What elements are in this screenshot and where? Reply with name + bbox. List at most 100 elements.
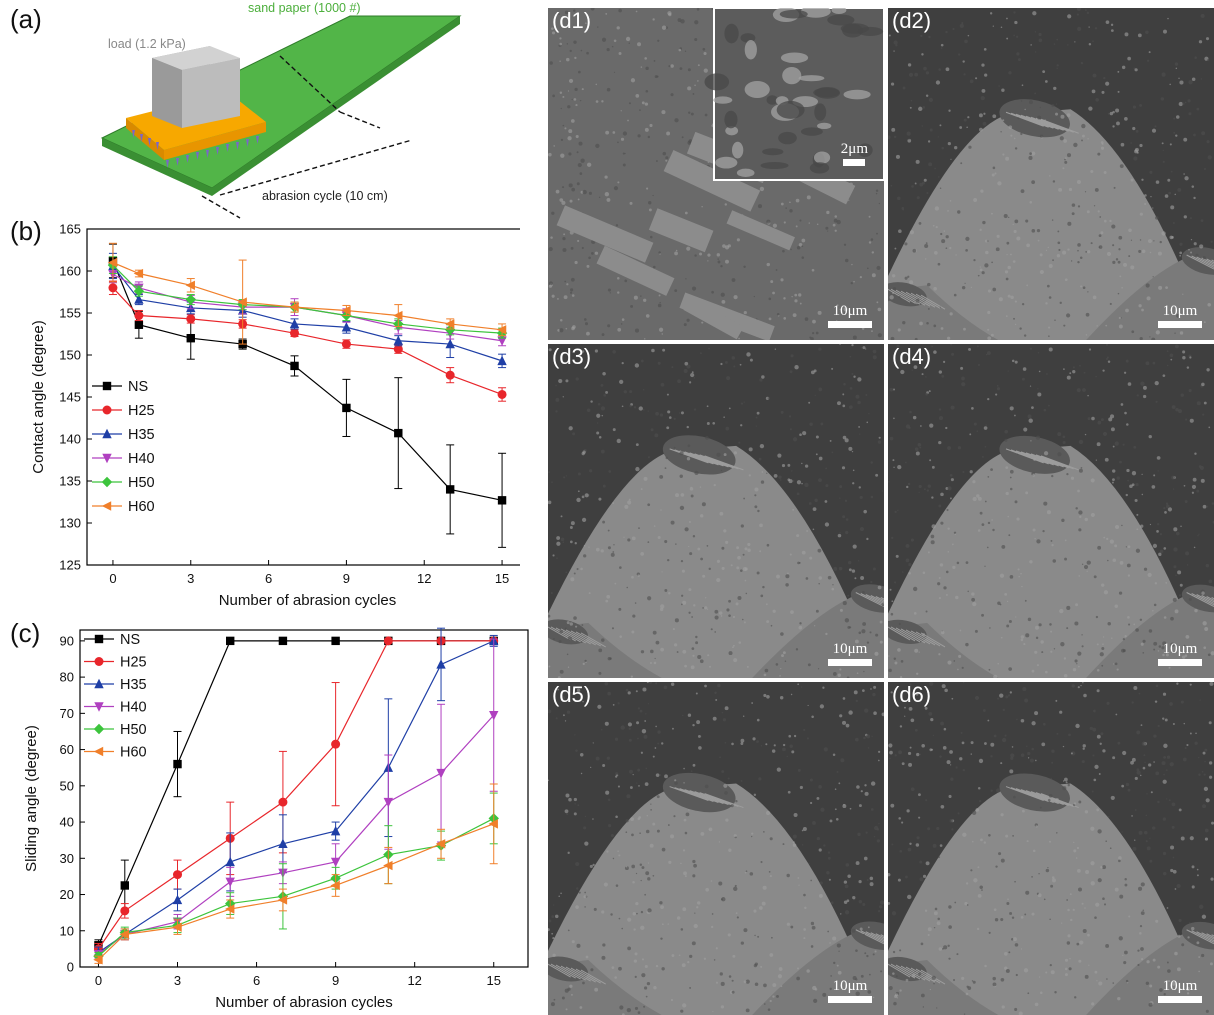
series-h50 bbox=[107, 256, 508, 339]
data-point bbox=[225, 856, 235, 867]
series-ns bbox=[108, 243, 507, 548]
contact-angle-chart: 0 3 6 9 12 15 125 130 135 140 145 150 155 160 165 Numbe… bbox=[30, 222, 520, 609]
worn-tip bbox=[888, 619, 927, 645]
x-tick-label: 3 bbox=[187, 571, 194, 586]
scale-line bbox=[828, 659, 872, 666]
micro-cone bbox=[1086, 591, 1214, 678]
x-tick-label: 15 bbox=[487, 973, 501, 988]
panel-a-label: (a) bbox=[10, 4, 42, 34]
legend-label: H40 bbox=[128, 451, 155, 467]
data-point bbox=[290, 361, 299, 371]
scale-text: 10μm bbox=[1162, 303, 1198, 319]
y-tick-label: 70 bbox=[60, 706, 74, 721]
inset-scale-text: 2μm bbox=[840, 141, 868, 157]
y-tick-label: 125 bbox=[59, 558, 81, 573]
x-tick-label: 0 bbox=[95, 973, 102, 988]
sem-panel-label: (d1) bbox=[552, 8, 592, 33]
data-point bbox=[445, 338, 455, 349]
legend-label: NS bbox=[120, 632, 140, 648]
data-point bbox=[289, 318, 300, 329]
scale-bar: 10μm bbox=[1158, 978, 1202, 1003]
y-axis-label: Sliding angle (degree) bbox=[23, 725, 40, 872]
y-axis-label: Contact angle (degree) bbox=[30, 320, 47, 473]
data-point bbox=[133, 268, 144, 279]
scale-text: 10μm bbox=[832, 303, 868, 319]
series-h40 bbox=[108, 265, 507, 347]
series-h35 bbox=[108, 252, 507, 369]
data-point bbox=[133, 285, 145, 297]
sem-image-d3: (d3) 10μm bbox=[548, 344, 884, 678]
micro-cone bbox=[888, 783, 1211, 1015]
scale-bar: 10μm bbox=[828, 641, 872, 666]
y-tick-label: 50 bbox=[60, 778, 74, 793]
sem-image-d4: (d4) 10μm bbox=[888, 344, 1214, 678]
data-point bbox=[119, 929, 129, 940]
legend-label: H35 bbox=[128, 427, 155, 443]
data-point bbox=[93, 955, 103, 965]
data-point bbox=[330, 880, 340, 891]
data-point bbox=[278, 838, 288, 848]
data-point bbox=[497, 389, 507, 399]
scale-bar: 10μm bbox=[1158, 641, 1202, 666]
data-point bbox=[172, 894, 183, 905]
micro-cone bbox=[548, 783, 881, 1015]
data-point bbox=[436, 659, 446, 669]
x-tick-label: 6 bbox=[265, 571, 272, 586]
y-tick-label: 90 bbox=[60, 633, 74, 648]
data-point bbox=[341, 322, 352, 332]
data-point bbox=[393, 335, 403, 345]
legend-marker bbox=[102, 381, 112, 391]
series-h40 bbox=[93, 638, 499, 960]
x-axis-label: Number of abrasion cycles bbox=[215, 994, 393, 1011]
scale-text: 10μm bbox=[1162, 641, 1198, 657]
x-tick-label: 12 bbox=[417, 571, 431, 586]
series-h60 bbox=[107, 242, 507, 345]
x-tick-label: 9 bbox=[343, 571, 350, 586]
data-point bbox=[331, 636, 340, 646]
legend-label: H25 bbox=[128, 403, 155, 419]
y-tick-label: 130 bbox=[59, 516, 81, 531]
data-point bbox=[237, 297, 247, 307]
sem-panel-label: (d4) bbox=[892, 344, 932, 369]
data-point bbox=[278, 797, 288, 807]
data-point bbox=[435, 839, 446, 849]
data-point bbox=[488, 819, 498, 829]
plot-frame bbox=[79, 629, 529, 968]
series-ns bbox=[94, 636, 498, 952]
data-point bbox=[277, 895, 288, 905]
series-h35 bbox=[93, 627, 499, 959]
scale-line bbox=[1158, 321, 1202, 328]
worn-tip bbox=[888, 956, 927, 982]
data-point bbox=[186, 314, 196, 324]
sem-panel-label: (d6) bbox=[892, 682, 932, 707]
legend-label: H60 bbox=[120, 745, 147, 761]
abrasion-schematic: sand paper (1000 #) load (1.2 kPa) abras… bbox=[100, 1, 462, 219]
data-point bbox=[341, 339, 351, 349]
x-axis-label: Number of abrasion cycles bbox=[219, 592, 397, 609]
scale-line bbox=[1158, 659, 1202, 666]
inset-scale-bar: 2μm bbox=[841, 141, 868, 166]
series-line bbox=[97, 640, 494, 950]
scale-line bbox=[828, 321, 872, 328]
data-point bbox=[489, 710, 499, 721]
scale-bar: 10μm bbox=[1158, 303, 1202, 328]
data-point bbox=[444, 319, 455, 329]
y-tick-label: 160 bbox=[59, 264, 81, 279]
y-tick-label: 140 bbox=[59, 432, 81, 447]
scale-line bbox=[1158, 996, 1202, 1003]
load-label: load (1.2 kPa) bbox=[108, 37, 186, 51]
legend-label: H50 bbox=[120, 722, 147, 738]
data-point bbox=[185, 294, 196, 305]
legend-label: H25 bbox=[120, 655, 147, 671]
scale-text: 10μm bbox=[1162, 978, 1198, 994]
series-line bbox=[112, 265, 503, 362]
x-tick-label: 12 bbox=[407, 973, 421, 988]
x-tick-label: 9 bbox=[332, 973, 339, 988]
legend-marker bbox=[102, 405, 112, 415]
inset-scale-line bbox=[843, 159, 866, 166]
sem-panel-label: (d2) bbox=[892, 8, 932, 33]
y-tick-label: 20 bbox=[60, 887, 74, 902]
data-point bbox=[394, 428, 403, 438]
micro-cone bbox=[752, 928, 884, 1015]
scale-bar: 10μm bbox=[828, 978, 872, 1003]
